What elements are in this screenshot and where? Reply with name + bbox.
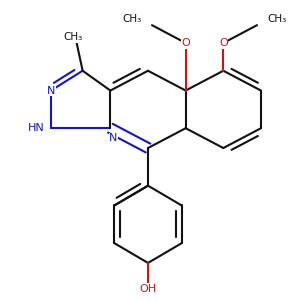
Text: CH₃: CH₃ — [63, 32, 82, 42]
Text: CH₃: CH₃ — [123, 14, 142, 24]
Text: O: O — [219, 38, 228, 48]
Text: N: N — [109, 133, 118, 143]
Text: HN: HN — [28, 123, 45, 133]
Text: N: N — [47, 85, 55, 96]
Text: OH: OH — [140, 284, 157, 294]
Text: CH₃: CH₃ — [267, 14, 286, 24]
Text: O: O — [181, 38, 190, 48]
